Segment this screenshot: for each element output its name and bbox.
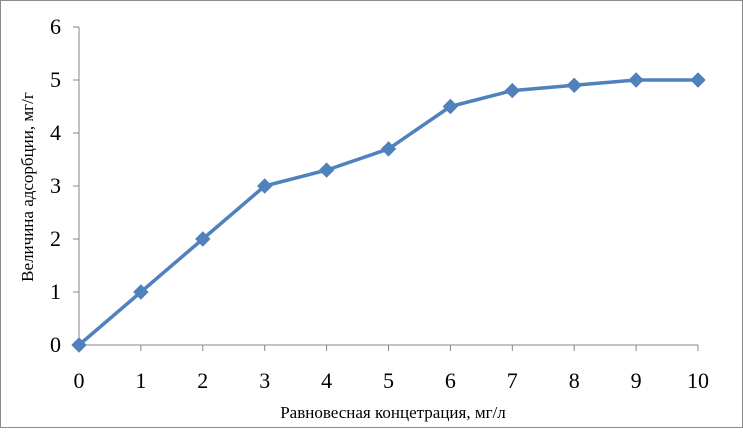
y-tick-label: 6 [50,14,61,39]
x-tick-label: 4 [321,368,332,393]
y-tick-label: 4 [50,120,61,145]
x-tick-label: 5 [383,368,394,393]
data-point-marker [504,82,521,99]
y-tick-label: 0 [50,332,61,357]
data-point-marker [71,337,87,353]
marker-layer [71,72,706,353]
y-tick-labels: 0 1 2 3 4 5 6 [50,14,61,357]
y-tick-label: 2 [50,226,61,251]
y-axis-title: Величина адсорбции, мг/г [18,92,37,282]
x-tick-label: 0 [74,368,85,393]
series-layer [77,78,700,347]
series-line [77,78,700,347]
data-point-marker [133,284,149,300]
data-point-marker [628,72,644,88]
y-tick-label: 5 [50,67,61,92]
data-point-marker [690,72,706,88]
axes [78,27,698,346]
x-tick-label: 8 [569,368,580,393]
data-point-marker [566,77,582,94]
y-tick-label: 3 [50,173,61,198]
x-tick-labels: 0 1 2 3 4 5 6 7 8 9 10 [74,368,710,393]
data-point-marker [380,141,397,157]
data-point-marker [442,98,459,115]
x-tick-label: 2 [197,368,208,393]
x-tick-label: 1 [135,368,146,393]
x-tick-label: 3 [259,368,270,393]
data-point-marker [318,162,335,178]
x-axis-title: Равновесная концетрация, мг/л [280,403,506,422]
data-point-marker [256,178,273,194]
data-point-marker [195,231,211,247]
x-tick-label: 10 [687,368,709,393]
x-tick-label: 9 [631,368,642,393]
x-tick-label: 7 [507,368,518,393]
tick-marks [73,26,699,351]
y-tick-label: 1 [50,279,61,304]
x-tick-label: 6 [445,368,456,393]
